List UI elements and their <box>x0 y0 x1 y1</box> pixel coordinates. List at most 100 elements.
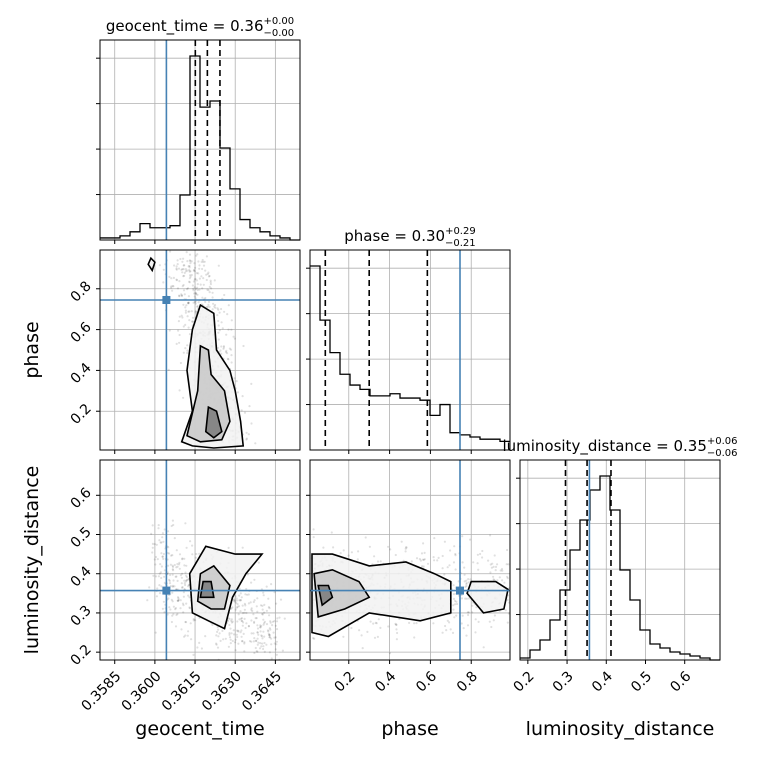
sample-point <box>184 347 187 350</box>
sample-point <box>418 558 421 561</box>
sample-point <box>234 649 237 652</box>
sample-point <box>253 620 256 623</box>
sample-point <box>240 629 243 632</box>
sample-point <box>260 635 264 638</box>
sample-point <box>261 612 264 616</box>
sample-point <box>379 560 382 563</box>
sample-point <box>186 579 189 582</box>
sample-point <box>209 283 212 286</box>
sample-point <box>234 599 237 602</box>
sample-point <box>254 617 257 620</box>
sample-point <box>366 630 369 634</box>
sample-point <box>163 575 166 578</box>
histogram-steps <box>520 475 720 661</box>
sample-point <box>207 303 210 306</box>
sample-point <box>192 619 195 622</box>
sample-point <box>492 578 495 581</box>
sample-point <box>184 306 187 309</box>
sample-point <box>163 569 166 572</box>
sample-point <box>171 591 174 594</box>
sample-point <box>183 293 186 296</box>
sample-point <box>176 596 180 599</box>
sample-point <box>208 305 211 308</box>
sample-point <box>445 629 448 632</box>
sample-point <box>460 597 464 600</box>
sample-point <box>267 606 270 609</box>
sample-point <box>270 657 273 660</box>
histogram-phase <box>310 250 510 450</box>
sample-point <box>278 616 281 619</box>
sample-point <box>187 326 190 329</box>
sample-point <box>237 605 241 608</box>
sample-point <box>448 621 451 624</box>
sample-point <box>330 531 333 534</box>
sample-point <box>185 602 188 605</box>
sample-point <box>256 627 260 630</box>
sample-point <box>448 564 451 567</box>
x-tick-label-luminosity_distance: 0.3 <box>550 668 577 695</box>
x-tick-label-luminosity_distance: 0.5 <box>628 668 655 695</box>
sample-point <box>250 632 253 635</box>
sample-point <box>262 647 265 651</box>
sample-point <box>152 574 155 577</box>
sample-point <box>175 613 178 617</box>
sample-point <box>172 523 175 527</box>
sample-point <box>200 275 203 278</box>
sample-point <box>261 637 264 640</box>
sample-point <box>273 662 275 664</box>
sample-point <box>169 250 172 253</box>
sample-point <box>176 599 180 602</box>
sample-point <box>174 575 177 578</box>
sample-point <box>189 270 192 273</box>
sample-point <box>273 636 276 639</box>
sample-point <box>155 543 158 546</box>
sample-point <box>176 579 179 583</box>
contour-level-4 <box>466 580 509 614</box>
sample-point <box>168 606 171 609</box>
sample-point <box>209 281 212 284</box>
sample-point <box>235 601 238 605</box>
sample-point <box>256 597 259 600</box>
sample-point <box>247 624 250 628</box>
sample-point <box>171 614 174 617</box>
truth-marker <box>162 586 171 595</box>
sample-point <box>155 595 158 598</box>
sample-point <box>230 621 233 624</box>
sample-point <box>180 294 184 297</box>
sample-point <box>183 635 186 638</box>
title-luminosity_distance: luminosity_distance = 0.35+0.06 −0.06 <box>502 436 737 459</box>
contour-level-2 <box>196 564 231 610</box>
sample-point <box>242 670 244 672</box>
sample-point <box>283 617 286 620</box>
sample-point <box>461 535 464 538</box>
sample-point <box>259 630 262 633</box>
sample-point <box>263 650 266 653</box>
sample-point <box>211 308 214 311</box>
sample-point <box>503 581 506 584</box>
sample-point <box>189 274 192 277</box>
title-plus-error: +0.00 <box>264 16 295 27</box>
sample-point <box>263 620 266 623</box>
sample-point <box>213 305 216 308</box>
sample-point <box>268 614 271 617</box>
sample-point <box>444 624 447 628</box>
sample-point <box>184 309 187 312</box>
sample-point <box>415 557 419 560</box>
sample-point <box>259 642 262 645</box>
sample-point <box>178 563 181 566</box>
sample-point <box>232 633 236 636</box>
sample-point <box>178 389 181 392</box>
sample-point <box>454 552 457 556</box>
sample-point <box>205 278 208 282</box>
sample-point <box>256 637 259 640</box>
sample-point <box>241 395 244 398</box>
sample-point <box>240 596 243 599</box>
sample-point <box>312 528 315 531</box>
sample-point <box>192 280 195 283</box>
sample-point <box>413 636 416 639</box>
sample-point <box>476 553 479 556</box>
sample-point <box>261 604 264 608</box>
sample-point <box>243 641 246 644</box>
sample-point <box>422 565 425 568</box>
sample-point <box>239 631 242 634</box>
